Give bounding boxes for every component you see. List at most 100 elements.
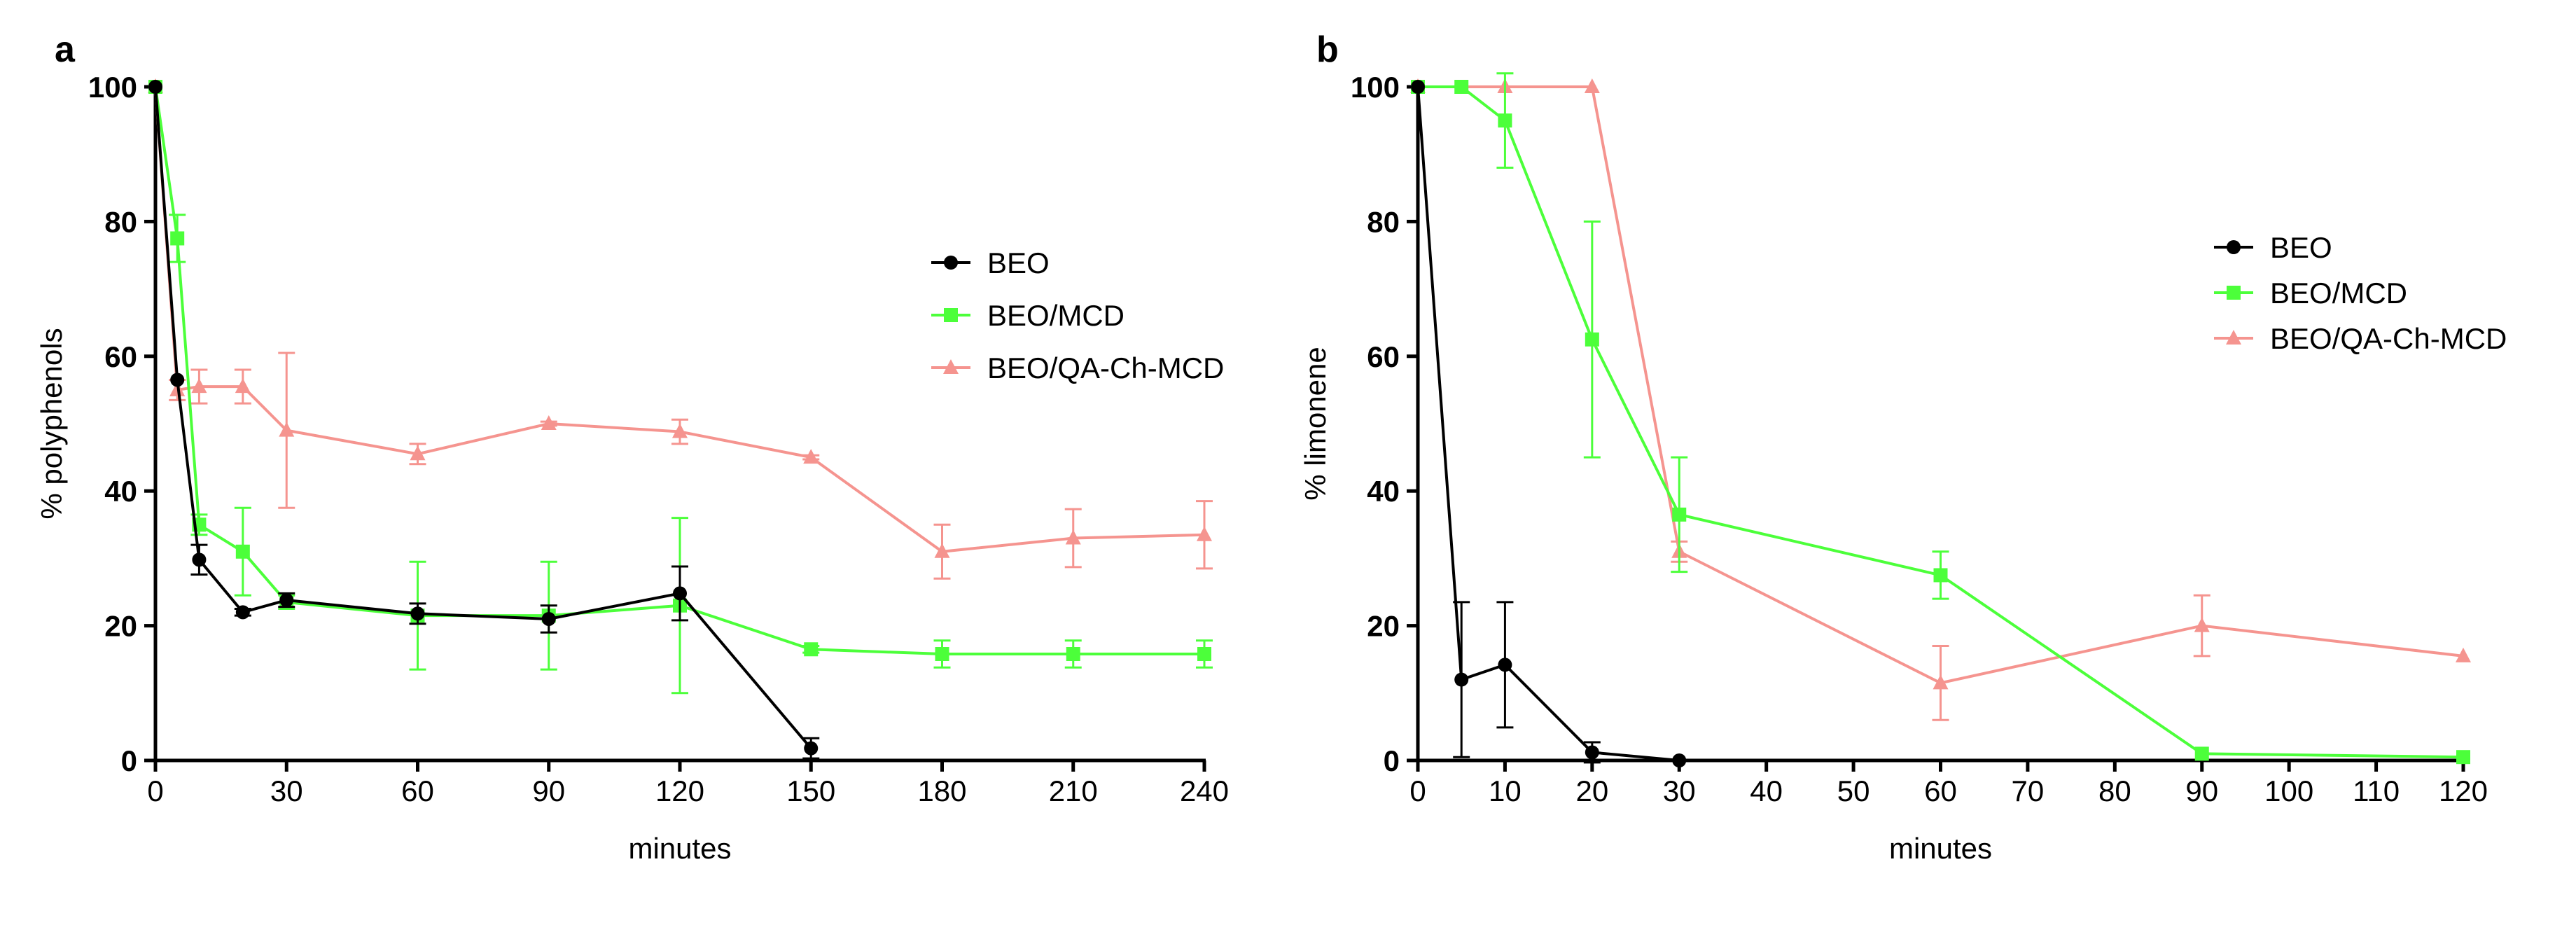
data-point — [935, 647, 949, 662]
x-tick-label: 180 — [917, 774, 966, 807]
data-point — [148, 80, 162, 94]
data-point — [1454, 672, 1469, 687]
legend-entry: BEO — [2270, 231, 2332, 264]
x-tick-label: 120 — [2439, 774, 2488, 807]
x-tick-label: 20 — [1575, 774, 1608, 807]
data-point — [1672, 507, 1687, 522]
data-point — [235, 378, 251, 394]
legend: BEO BEO/MCD BEO/QA-Ch-MCD — [2214, 231, 2507, 355]
data-point — [1498, 658, 1512, 672]
x-tick-label: 110 — [2353, 774, 2400, 807]
x-axis-label: minutes — [628, 832, 731, 865]
legend-entry: BEO — [987, 246, 1050, 279]
legend-entry: BEO/MCD — [2270, 277, 2407, 309]
y-tick-label: 20 — [1367, 610, 1400, 643]
data-point — [2456, 647, 2471, 662]
x-tick-label: 80 — [2098, 774, 2131, 807]
legend-entry: BEO/QA-Ch-MCD — [987, 352, 1224, 384]
data-point — [673, 586, 687, 601]
x-tick-label: 240 — [1180, 774, 1229, 807]
x-tick-label: 10 — [1489, 774, 1522, 807]
legend-entry: BEO/QA-Ch-MCD — [2270, 322, 2507, 355]
y-axis-label: % polyphenols — [35, 328, 68, 519]
series-beo-mcd — [1411, 72, 2470, 765]
legend-marker — [944, 308, 958, 322]
data-point — [1454, 80, 1469, 94]
x-tick-label: 70 — [2012, 774, 2045, 807]
legend-marker — [943, 359, 959, 374]
legend-marker — [2227, 240, 2241, 254]
data-point — [279, 422, 295, 437]
series-beo — [1411, 80, 1687, 767]
data-point — [192, 552, 207, 567]
legend-marker — [944, 256, 958, 270]
data-point — [541, 611, 556, 626]
data-point — [410, 445, 426, 461]
legend-marker — [2226, 330, 2241, 345]
data-point — [804, 741, 819, 756]
data-point — [1197, 647, 1211, 662]
data-point — [1672, 753, 1687, 767]
series-line — [1418, 85, 2464, 759]
data-point — [2194, 746, 2209, 761]
data-point — [170, 373, 185, 387]
x-tick-label: 210 — [1049, 774, 1098, 807]
x-tick-label: 0 — [147, 774, 163, 807]
x-tick-label: 0 — [1409, 774, 1426, 807]
x-tick-label: 50 — [1837, 774, 1870, 807]
series-beo-qa-ch-mcd — [1410, 78, 2471, 721]
data-point — [1197, 526, 1212, 541]
series-beo-qa-ch-mcd — [148, 78, 1213, 580]
data-point — [235, 605, 250, 620]
data-point — [170, 231, 185, 246]
data-point — [1585, 332, 1599, 347]
x-tick-label: 120 — [655, 774, 704, 807]
series-beo — [148, 80, 820, 760]
data-point — [235, 544, 250, 559]
data-point — [804, 642, 819, 657]
y-axis-label: % limonene — [1299, 347, 1332, 500]
x-tick-label: 90 — [2185, 774, 2218, 807]
data-point — [1585, 745, 1599, 760]
y-tick-label: 40 — [1367, 475, 1400, 508]
data-point — [1066, 647, 1080, 662]
data-point — [1933, 568, 1948, 583]
panel-a: a 0 20 40 60 80 100 0 30 60 90 120 150 180 210 240 minut… — [35, 29, 1229, 865]
y-tick-label: 80 — [104, 205, 137, 238]
data-point — [1065, 529, 1081, 545]
x-tick-label: 100 — [2264, 774, 2313, 807]
x-tick-label: 60 — [1924, 774, 1957, 807]
x-axis-label: minutes — [1889, 832, 1992, 865]
y-tick-label: 60 — [104, 340, 137, 373]
legend: BEO BEO/MCD BEO/QA-Ch-MCD — [931, 246, 1224, 384]
data-point — [672, 423, 688, 438]
panel-b: b 0 20 40 60 80 100 0 10 20 30 40 50 60 70 80 90 100 110 12… — [1299, 29, 2507, 865]
y-tick-label: 40 — [104, 475, 137, 508]
data-point — [1498, 113, 1512, 128]
data-point — [1933, 674, 1949, 690]
data-point — [2456, 750, 2470, 765]
data-point — [1411, 80, 1425, 94]
panel-label: a — [55, 29, 76, 70]
data-point — [410, 606, 425, 621]
panel-label: b — [1316, 29, 1339, 70]
y-tick-label: 100 — [88, 71, 137, 104]
x-tick-label: 40 — [1750, 774, 1783, 807]
x-tick-label: 60 — [401, 774, 434, 807]
x-tick-label: 150 — [786, 774, 835, 807]
legend-marker — [2227, 286, 2241, 300]
y-tick-label: 0 — [121, 744, 137, 777]
data-point — [541, 415, 557, 430]
data-point — [279, 593, 294, 608]
x-tick-label: 30 — [1663, 774, 1696, 807]
data-point — [2194, 617, 2210, 632]
x-tick-label: 90 — [532, 774, 565, 807]
data-point — [803, 449, 819, 464]
data-point — [934, 543, 950, 558]
series-line — [1416, 86, 1680, 762]
data-point — [191, 378, 207, 394]
y-tick-label: 60 — [1367, 340, 1400, 373]
series-line — [154, 86, 812, 749]
y-tick-label: 80 — [1367, 205, 1400, 238]
